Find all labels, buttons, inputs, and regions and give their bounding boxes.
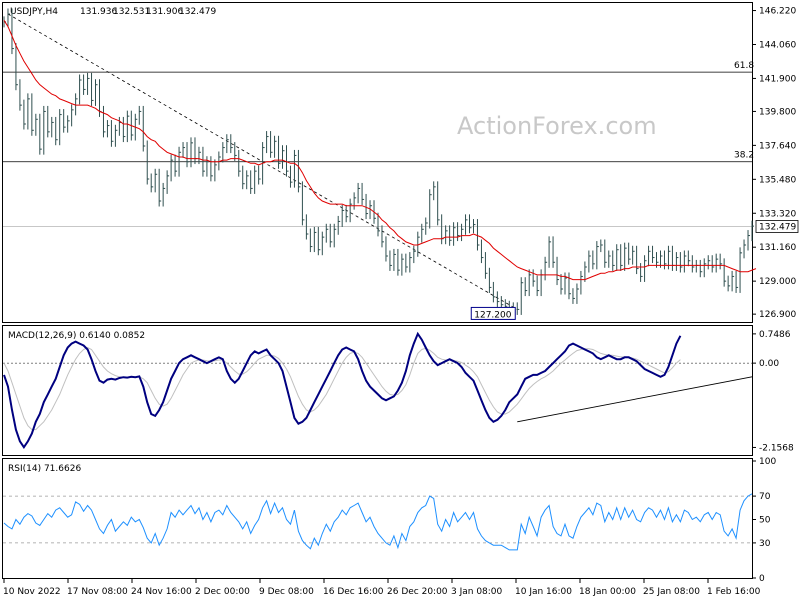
x-tick-label: 9 Dec 08:00 — [259, 587, 314, 597]
macd-y-tick-label: -2.1568 — [759, 443, 794, 453]
macd-trendline — [517, 376, 753, 423]
macd-label: MACD(12,26,9) 0.6140 0.0852 — [8, 331, 145, 341]
x-tick-label: 3 Jan 08:00 — [451, 587, 503, 597]
main-panel-frame — [2, 2, 753, 323]
main-y-axis: 146.220 144.060 141.900 139.800 137.640 135.4… — [752, 7, 799, 320]
rsi-label: RSI(14) 71.6626 — [8, 464, 81, 474]
fib-label-0: 61.8 — [734, 61, 754, 71]
x-axis: 10 Nov 2022 17 Nov 08:00 24 Nov 16:00 2 Dec… — [3, 578, 761, 597]
rsi-y-axis: 100 70 50 30 0 — [752, 457, 776, 584]
y-tick-label: 146.220 — [759, 7, 796, 17]
x-tick-label: 16 Dec 16:00 — [323, 587, 384, 597]
ohlc-close: 132.479 — [179, 7, 216, 17]
main-plot: 61.8 38.2 127.200 — [3, 8, 757, 320]
rsi-panel-frame — [2, 458, 753, 579]
watermark: ActionForex.com — [457, 112, 657, 140]
rsi-y-tick-label: 50 — [759, 516, 771, 526]
ohlc-low: 131.906 — [146, 7, 183, 17]
x-tick-label: 1 Feb 16:00 — [707, 587, 761, 597]
y-tick-label: 141.900 — [759, 74, 796, 84]
y-tick-label: 135.480 — [759, 175, 796, 185]
main-header: USDJPY,H4 131.936 132.531 131.906 132.47… — [10, 7, 216, 17]
y-tick-label: 144.060 — [759, 40, 796, 50]
y-tick-label: 137.640 — [759, 141, 796, 151]
y-tick-label: 133.320 — [759, 209, 796, 219]
x-tick-label: 17 Nov 08:00 — [67, 587, 128, 597]
macd-panel-frame — [2, 325, 753, 456]
fib-label-1: 38.2 — [734, 151, 754, 161]
current-price-label: 132.479 — [759, 222, 796, 232]
low-marker-label: 127.200 — [474, 310, 511, 320]
rsi-y-tick-label: 70 — [759, 492, 771, 502]
y-tick-label: 139.800 — [759, 107, 796, 117]
x-tick-label: 18 Jan 00:00 — [579, 587, 636, 597]
macd-y-axis: 0.7486 0.00 -2.1568 — [752, 330, 794, 453]
macd-signal-line — [3, 346, 681, 431]
x-tick-label: 2 Dec 00:00 — [195, 587, 250, 597]
ohlc-open: 131.936 — [80, 7, 117, 17]
y-tick-label: 131.160 — [759, 243, 796, 253]
x-tick-label: 24 Nov 16:00 — [131, 587, 192, 597]
ohlc-high: 132.531 — [113, 7, 150, 17]
symbol-label: USDJPY,H4 — [10, 7, 58, 17]
moving-average-line — [3, 20, 757, 281]
macd-line — [3, 331, 682, 449]
current-price-tag — [755, 220, 799, 233]
x-tick-label: 26 Dec 20:00 — [387, 587, 448, 597]
rsi-y-tick-label: 100 — [759, 457, 776, 467]
macd-y-tick-label: 0.7486 — [759, 330, 791, 340]
x-tick-label: 10 Nov 2022 — [3, 587, 61, 597]
macd-plot — [3, 331, 753, 449]
y-tick-label: 129.000 — [759, 277, 796, 287]
rsi-line — [3, 493, 753, 551]
y-tick-label: 126.900 — [759, 310, 796, 320]
rsi-plot — [3, 493, 753, 551]
x-tick-label: 10 Jan 16:00 — [515, 587, 572, 597]
macd-y-tick-label: 0.00 — [759, 359, 779, 369]
low-marker-box — [470, 306, 516, 320]
rsi-y-tick-label: 0 — [759, 574, 765, 584]
rsi-y-tick-label: 30 — [759, 539, 771, 549]
x-tick-label: 25 Jan 08:00 — [643, 587, 700, 597]
